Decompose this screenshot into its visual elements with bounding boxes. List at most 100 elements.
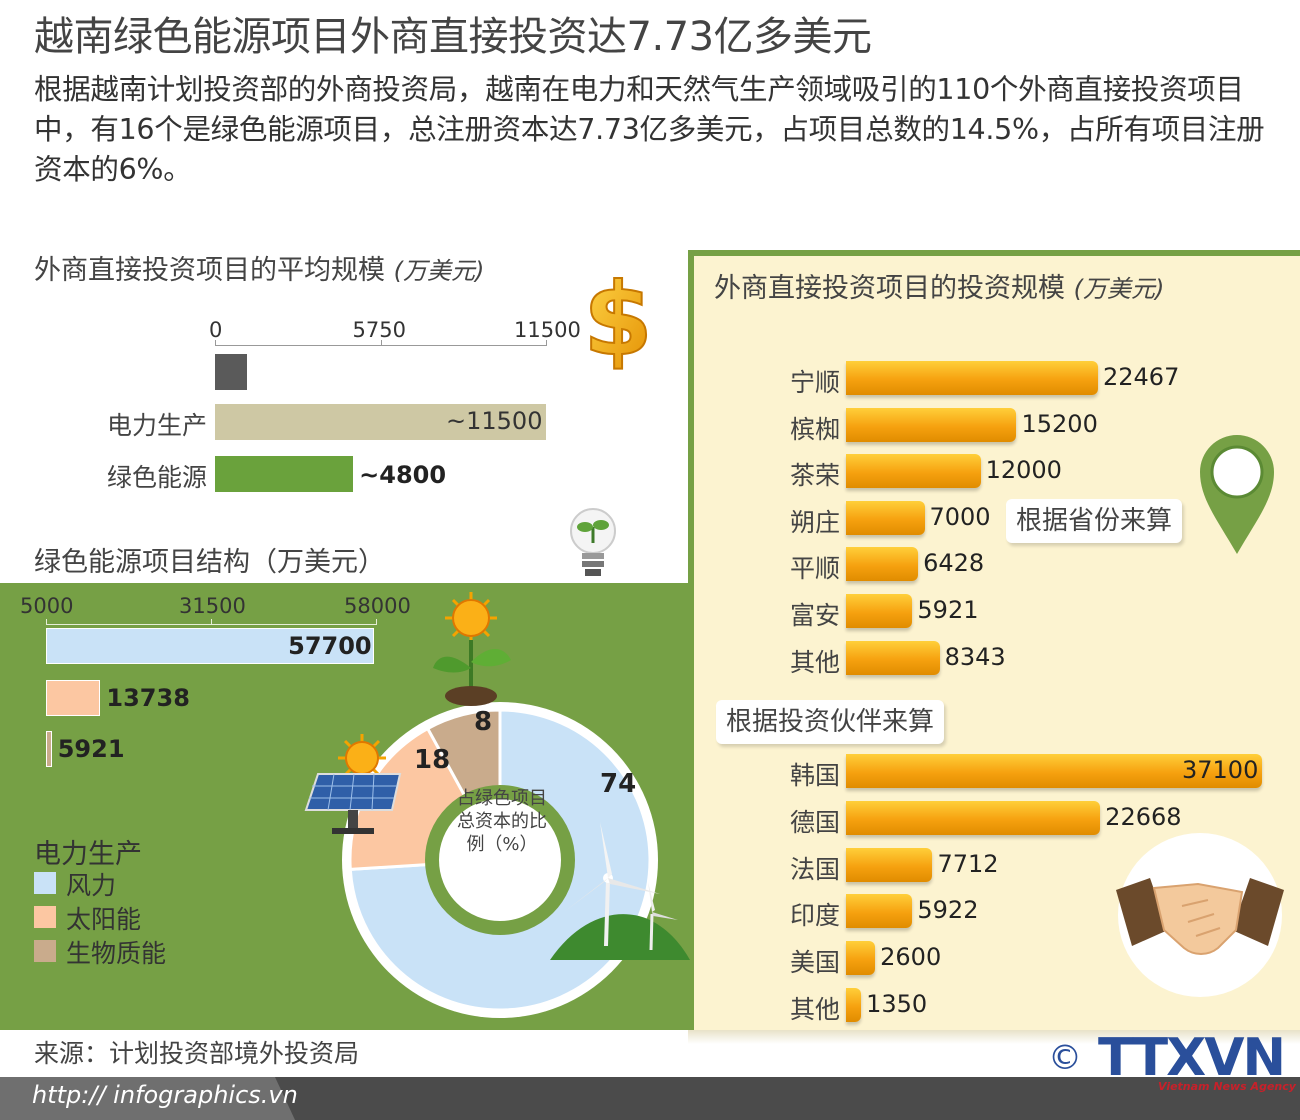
province-chart-title-text: 外商直接投资项目的投资规模	[714, 273, 1065, 304]
structure-bar	[46, 628, 375, 664]
province-chart-category-label: 平顺	[789, 554, 840, 584]
structure-tick-label: 5000	[20, 594, 74, 618]
intro-paragraph: 根据越南计划投资部的外商投资局，越南在电力和天然气生产领域吸引的110个外商直接…	[34, 73, 1265, 186]
partner-chart-bar	[846, 894, 913, 929]
province-chart-data-label: 5921	[917, 596, 979, 624]
partner-tag: 根据投资伙伴来算	[716, 700, 945, 744]
province-chart-unit: (万美元)	[1073, 275, 1165, 303]
avg-chart-title: 外商直接投资项目的平均规模 (万美元)	[34, 248, 484, 287]
handshake-icon	[1116, 833, 1284, 997]
structure-tick-mark	[46, 619, 47, 625]
structure-tick-mark	[211, 619, 212, 625]
province-chart-data-label: 7000	[929, 502, 991, 531]
structure-bar	[46, 731, 52, 767]
avg-data-label: ~11500	[446, 407, 543, 435]
structure-tick-mark	[376, 619, 377, 625]
partner-chart-data-label: 22668	[1105, 802, 1182, 831]
dollar-icon: $	[582, 262, 654, 370]
avg-bar	[215, 354, 247, 390]
partner-chart-data-label: 7712	[937, 849, 999, 878]
province-chart-data-label: 12000	[985, 456, 1062, 485]
partner-chart-bar	[846, 941, 876, 976]
avg-category-label: 电力生产	[106, 411, 207, 440]
plant-sun-icon	[433, 592, 511, 706]
province-chart-category-label: 宁顺	[789, 368, 840, 397]
partner-chart-category-label: 法国	[789, 854, 840, 884]
avg-tick-label: 0	[209, 318, 223, 342]
partner-chart-category-label: 印度	[789, 901, 840, 931]
lightbulb-icon	[570, 508, 616, 576]
partner-chart-category-label: 韩国	[789, 761, 840, 790]
avg-bar	[215, 456, 354, 492]
partner-chart-category-label: 其他	[789, 995, 840, 1024]
partner-chart-category-label: 德国	[789, 807, 840, 837]
province-chart-category-label: 茶荣	[789, 461, 840, 491]
structure-data-label: 5921	[57, 735, 125, 763]
avg-tick-mark	[546, 340, 547, 346]
legend-swatch-wind	[34, 872, 56, 894]
province-chart-data-label: 22467	[1103, 363, 1180, 391]
donut-value-label: 18	[414, 745, 450, 775]
partner-chart-data-label: 2600	[880, 943, 942, 972]
avg-bar	[215, 404, 546, 440]
partner-chart-data-label: 37100	[1182, 756, 1259, 784]
url-tab	[0, 1077, 295, 1120]
structure-tick-label: 58000	[344, 594, 411, 618]
legend-label-wind: 风力	[66, 871, 117, 900]
province-chart-title: 外商直接投资项目的投资规模 (万美元)	[714, 266, 1164, 305]
avg-tick-mark	[380, 340, 382, 346]
partner-chart-bar	[846, 800, 1101, 835]
donut-center	[425, 785, 575, 935]
wind-turbine-icon	[550, 822, 690, 960]
province-chart-data-label: 15200	[1021, 409, 1098, 438]
copyright-icon: ©	[1048, 1038, 1082, 1078]
panel-shadow	[688, 1030, 1300, 1044]
legend-label-biomass: 生物质能	[66, 939, 167, 968]
donut-value-label: 8	[474, 707, 492, 737]
province-chart-bar	[846, 640, 940, 675]
partner-chart-bar	[846, 847, 933, 882]
structure-data-label: 13738	[106, 684, 190, 712]
donut-value-label: 74	[600, 769, 636, 799]
province-chart-data-label: 8343	[944, 642, 1006, 671]
legend-title: 电力生产	[34, 839, 142, 870]
legend-label-solar: 太阳能	[66, 905, 142, 934]
province-chart-bar	[846, 407, 1017, 442]
ttxvn-logo: TTXVN	[1098, 1028, 1286, 1088]
page-title: 越南绿色能源项目外商直接投资达7.73亿多美元	[34, 14, 872, 60]
province-chart-bar	[846, 594, 913, 628]
legend-swatch-solar	[34, 906, 56, 928]
donut-center-label: 占绿色项目总资本的比例（%）	[457, 788, 547, 855]
avg-chart-title-text: 外商直接投资项目的平均规模	[34, 255, 385, 286]
legend-swatch-biomass	[34, 940, 56, 962]
province-chart-category-label: 其他	[789, 647, 840, 677]
avg-chart-unit: (万美元)	[393, 257, 485, 285]
avg-data-label: ~4800	[359, 461, 447, 489]
structure-chart-title: 绿色能源项目结构（万美元）	[34, 547, 385, 578]
province-chart-bar	[846, 500, 925, 535]
province-chart-bar	[846, 547, 919, 582]
partner-chart-category-label: 美国	[789, 948, 840, 978]
source-note: 来源：计划投资部境外投资局	[34, 1039, 360, 1068]
logo-subtitle: Vietnam News Agency	[1158, 1080, 1296, 1093]
province-chart-category-label: 富安	[789, 601, 840, 630]
location-pin-icon	[1200, 435, 1274, 554]
avg-category-label: 绿色能源	[106, 463, 207, 492]
structure-bar	[46, 680, 101, 716]
partner-chart-data-label: 5922	[917, 896, 979, 925]
partner-chart-bar	[846, 988, 862, 1022]
province-chart-category-label: 槟椥	[789, 414, 840, 444]
province-chart-category-label: 朔庄	[789, 507, 840, 537]
website-link[interactable]: http:// infographics.vn	[32, 1081, 298, 1109]
avg-tick-label: 5750	[352, 318, 406, 342]
province-chart-bar	[846, 454, 981, 489]
structure-data-label: 57700	[288, 632, 372, 660]
province-chart-bar	[846, 361, 1098, 395]
province-chart-data-label: 6428	[923, 549, 985, 578]
partner-chart-bar	[846, 754, 1262, 788]
solar-panel-icon	[304, 734, 402, 834]
avg-tick-mark	[215, 340, 216, 346]
partner-chart-data-label: 1350	[866, 990, 928, 1018]
svg-text:$: $	[583, 262, 653, 370]
province-tag: 根据省份来算	[1006, 499, 1183, 543]
